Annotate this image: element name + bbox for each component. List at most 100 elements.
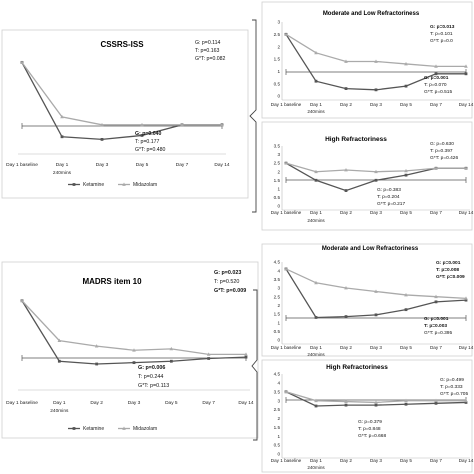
stats-bottom-line: G*T: p=0.480 (135, 147, 166, 153)
legend-label-ketamine: Ketamine (83, 426, 104, 432)
stats-bottom-line: G: p=0.040 (135, 131, 161, 137)
data-point-midazolam (314, 280, 318, 285)
data-point-ketamine (404, 173, 408, 177)
x-tick-label: Day 14 (214, 162, 230, 168)
data-point-midazolam (434, 64, 438, 68)
stats-bottom-line: G*T: p=0.515 (424, 89, 452, 95)
data-point-ketamine (132, 361, 136, 365)
stats-top-line: G*T: p=0.009 (436, 274, 465, 280)
x-tick-label: Day 7 (176, 162, 189, 168)
y-tick-label: 2.5 (274, 407, 281, 412)
x-tick-label: 240mins (307, 465, 325, 470)
legend-label-midazolam: Midazolam (133, 182, 157, 188)
x-tick-label: Day 14 (459, 345, 474, 350)
x-tick-label: 240mins (307, 218, 325, 223)
y-tick-label: 2 (277, 44, 280, 49)
x-tick-label: 240mins (53, 170, 72, 176)
y-tick-label: 4 (277, 380, 280, 385)
x-tick-label: Day 1 (310, 102, 322, 107)
frame-cssrs-mod (261, 1, 473, 119)
data-point-midazolam (344, 286, 348, 290)
data-point-midazolam (94, 344, 99, 348)
stats-top-line: G: p=0.499 (440, 377, 464, 383)
x-tick-label: Day 2 (340, 458, 352, 463)
x-tick-label: Day 5 (400, 458, 412, 463)
series-line-ketamine (21, 62, 222, 141)
x-tick-label: Day 14 (459, 458, 474, 463)
data-point-ketamine (374, 88, 378, 92)
data-point-ketamine (374, 313, 378, 317)
data-point-ketamine (374, 403, 378, 407)
data-point-ketamine (464, 72, 468, 76)
x-tick-label: Day 3 (370, 345, 382, 350)
x-tick-label: Day 1 (310, 458, 322, 463)
x-tick-label: Day 5 (400, 345, 412, 350)
data-point-midazolam (314, 50, 318, 55)
y-tick-label: 1.5 (274, 312, 281, 317)
data-point-midazolam (434, 166, 438, 170)
y-tick-label: 2 (277, 303, 280, 308)
data-point-midazolam (206, 352, 211, 356)
x-tick-label: Day 1 baseline (6, 162, 38, 168)
x-tick-label: Day 7 (430, 102, 442, 107)
data-point-ketamine (314, 404, 318, 408)
data-point-ketamine (140, 134, 144, 137)
chart-title: Moderate and Low Refractoriness (322, 246, 419, 252)
chart-title: Moderate and Low Refractoriness (323, 11, 420, 17)
y-tick-label: 1.5 (274, 178, 281, 183)
data-point-midazolam (434, 398, 438, 403)
y-tick-label: 0 (277, 94, 280, 99)
y-tick-label: 2 (277, 416, 280, 421)
y-tick-label: 0.5 (274, 81, 281, 86)
stats-bottom-line: T: p=0.244 (138, 374, 163, 380)
data-point-ketamine (95, 362, 99, 366)
stats-top-line: T: p=0.520 (214, 279, 239, 285)
data-point-midazolam (60, 114, 64, 119)
stats-top-line: G: p=0.001 (436, 260, 461, 266)
data-point-ketamine (207, 357, 211, 360)
data-point-midazolam (404, 292, 408, 297)
data-point-midazolam (284, 389, 288, 394)
x-tick-label: Day 7 (430, 458, 442, 463)
stats-top-line: G*T: p=0.009 (214, 288, 246, 294)
x-tick-label: Day 14 (459, 102, 474, 107)
y-tick-label: 4.5 (274, 372, 281, 377)
x-tick-label: Day 2 (340, 210, 352, 215)
x-tick-label: Day 3 (370, 210, 382, 215)
stats-bottom-line: G*T: p=0.113 (138, 383, 169, 389)
x-tick-label: Day 1 (310, 210, 322, 215)
brace-madrs (251, 289, 258, 441)
data-point-midazolam (132, 348, 136, 352)
stats-top-line: G: p=0.114 (195, 40, 221, 46)
data-point-midazolam (344, 168, 348, 172)
y-tick-label: 3.5 (274, 277, 281, 282)
x-tick-label: Day 3 (128, 400, 141, 406)
data-point-midazolam (57, 338, 62, 343)
chart-title: High Refractoriness (326, 364, 388, 371)
y-tick-label: 1 (277, 69, 280, 74)
brace-cssrs (249, 19, 257, 213)
frame-cssrs-high (261, 121, 473, 231)
series-line-midazolam (21, 62, 222, 126)
data-point-ketamine (314, 79, 318, 83)
frame-madrs-all (1, 261, 259, 439)
data-point-midazolam (180, 122, 184, 127)
stats-top-line: T: p=0.397 (430, 148, 453, 154)
frame-cssrs-all (1, 29, 249, 199)
data-point-ketamine (434, 300, 438, 304)
y-tick-label: 4.5 (274, 260, 281, 265)
data-point-midazolam (434, 294, 438, 299)
y-tick-label: 3 (277, 20, 280, 25)
x-tick-label: 240mins (50, 408, 69, 414)
data-point-midazolam (284, 161, 288, 165)
stats-top-line: T: p=0.101 (430, 31, 453, 37)
data-point-midazolam (344, 59, 348, 63)
data-point-midazolam (464, 296, 468, 300)
x-tick-label: Day 5 (400, 210, 412, 215)
data-point-ketamine (404, 84, 408, 88)
x-tick-label: Day 1 baseline (271, 102, 302, 107)
data-point-ketamine (100, 138, 104, 141)
stats-bottom-line: G: p=0.383 (377, 187, 401, 193)
stats-top-line: T: p=0.333 (440, 384, 463, 390)
